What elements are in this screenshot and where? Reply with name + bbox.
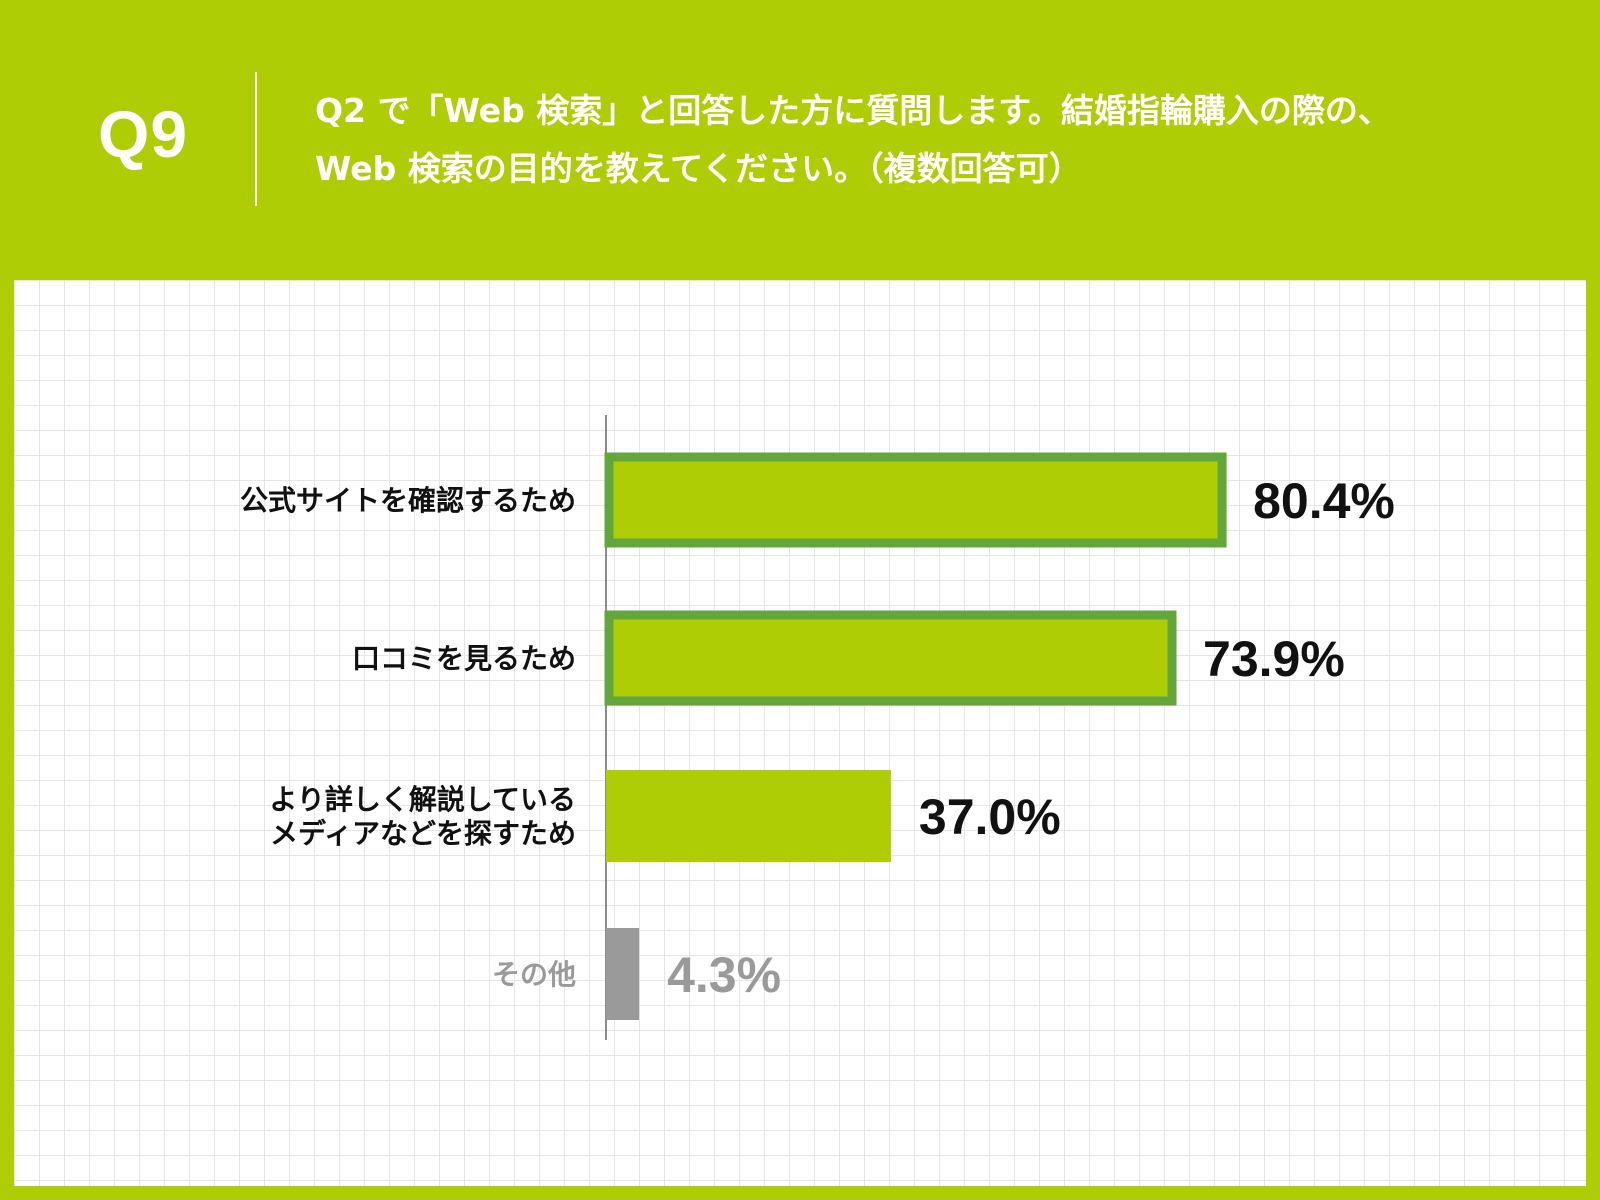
question-line-2: Web 検索の目的を教えてください。（複数回答可） xyxy=(315,149,1082,188)
value-label-1: 73.9% xyxy=(1203,631,1345,687)
question-text: Q2 で「Web 検索」と回答した方に質問します。結婚指輪購入の際の、 Web … xyxy=(315,82,1585,198)
category-label-0-0: 公式サイトを確認するため xyxy=(240,484,576,517)
question-line-1: Q2 で「Web 検索」と回答した方に質問します。結婚指輪購入の際の、 xyxy=(315,91,1391,130)
bar-chart: 80.4% 公式サイトを確認するため 73.9% 口コミを見るため 37.0% より詳しく… xyxy=(240,415,1395,1040)
header: Q9 Q2 で「Web 検索」と回答した方に質問します。結婚指輪購入の際の、 W… xyxy=(0,0,1600,280)
question-number: Q9 xyxy=(98,97,189,171)
bar-1 xyxy=(604,610,1177,706)
bar-0 xyxy=(604,452,1227,548)
value-label-2: 37.0% xyxy=(919,789,1061,845)
value-label-3: 4.3% xyxy=(667,947,781,1003)
category-label-1-0: 口コミを見るため xyxy=(352,642,576,675)
bar-3 xyxy=(606,928,640,1020)
chart-panel: 80.4% 公式サイトを確認するため 73.9% 口コミを見るため 37.0% より詳しく… xyxy=(14,280,1586,1186)
category-label-2-1: メディアなどを探すため xyxy=(270,817,576,850)
value-label-0: 80.4% xyxy=(1253,473,1395,529)
category-label-3-0: その他 xyxy=(492,958,576,991)
bar-2 xyxy=(606,770,891,862)
category-label-2-0: より詳しく解説している xyxy=(269,783,576,816)
header-divider xyxy=(255,72,257,206)
